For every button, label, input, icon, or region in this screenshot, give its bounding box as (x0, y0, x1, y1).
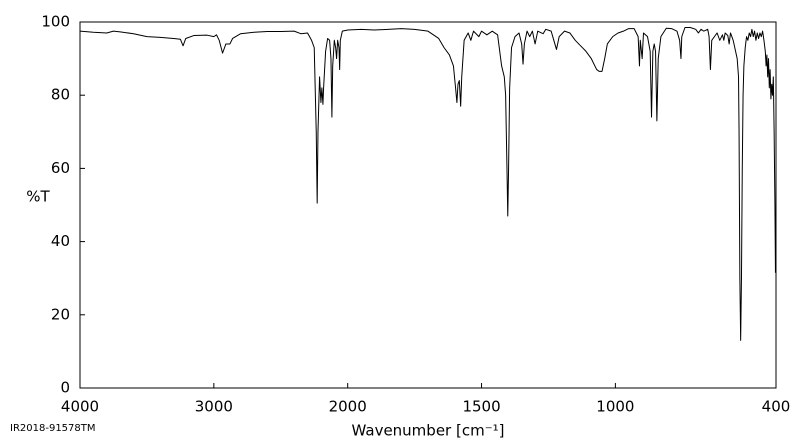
x-tick-label: 4000 (61, 398, 99, 416)
plot-frame (79, 21, 777, 389)
footer: IR2018-91578TM (10, 423, 96, 434)
y-tick-label: 100 (41, 13, 70, 31)
x-tick-label: 2000 (329, 398, 367, 416)
y-tick-label: 0 (60, 379, 70, 397)
x-tick-label: 3000 (195, 398, 233, 416)
y-axis-label: %T (26, 188, 50, 206)
y-tick-label: 80 (51, 86, 70, 104)
x-tick-label: 1000 (596, 398, 634, 416)
y-tick-label: 60 (51, 159, 70, 177)
x-axis-label: Wavenumber [cm⁻¹] (352, 422, 505, 440)
y-tick-label: 40 (51, 232, 70, 250)
spectrum-line (79, 26, 776, 341)
y-tick-label: 20 (51, 305, 70, 323)
x-tick-label: 1500 (462, 398, 500, 416)
x-tick-label: 400 (762, 398, 791, 416)
